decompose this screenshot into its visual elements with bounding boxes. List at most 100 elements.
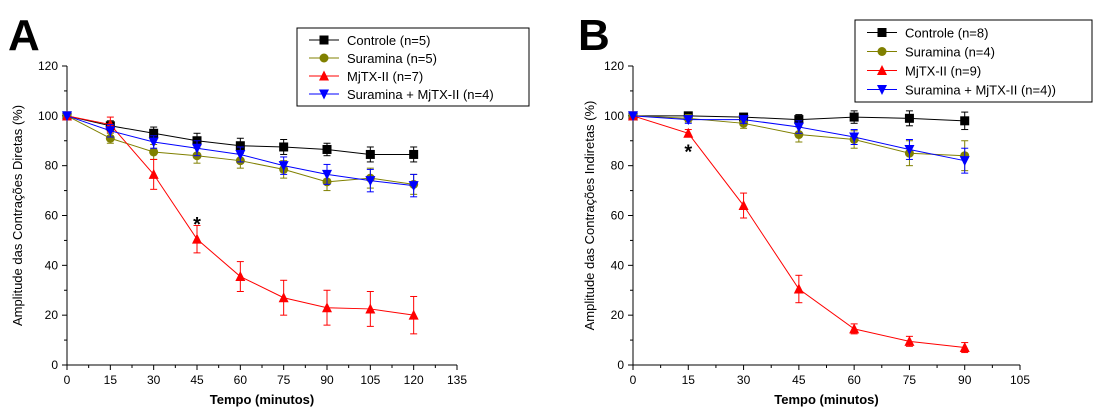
y-tick-label: 40 <box>45 258 59 272</box>
data-point <box>235 271 246 282</box>
legend-marker <box>319 53 329 63</box>
x-tick-label: 135 <box>447 373 467 387</box>
y-tick-label: 120 <box>604 59 624 73</box>
y-tick-label: 20 <box>611 308 625 322</box>
data-point <box>408 309 419 320</box>
data-point <box>235 149 246 160</box>
legend-label: MjTX-II (n=7) <box>347 69 423 84</box>
legend-marker <box>877 47 887 56</box>
legend-marker <box>319 70 329 81</box>
data-point <box>235 141 245 151</box>
series-3 <box>62 111 419 198</box>
y-tick-label: 100 <box>38 109 58 123</box>
data-point <box>794 115 804 125</box>
y-tick-label: 120 <box>38 59 58 73</box>
x-tick-label: 105 <box>360 373 380 387</box>
legend-box <box>296 27 530 107</box>
legend-marker <box>877 85 887 95</box>
legend-marker <box>877 28 887 37</box>
legend-label: Suramina (n=4) <box>905 45 995 60</box>
data-point <box>794 130 804 140</box>
data-point <box>959 342 970 353</box>
data-point <box>149 147 159 157</box>
data-point <box>148 168 159 179</box>
data-point <box>278 161 289 172</box>
x-tick-label: 30 <box>147 373 161 387</box>
x-tick-label: 0 <box>64 373 71 387</box>
data-point <box>192 233 202 244</box>
data-point <box>322 302 332 313</box>
y-tick-label: 60 <box>611 209 625 223</box>
data-point <box>849 323 860 334</box>
data-point <box>409 149 419 159</box>
data-point <box>849 112 859 122</box>
x-axis-title: Tempo (minutos) <box>774 392 878 407</box>
data-point <box>322 144 332 154</box>
data-point <box>904 335 915 346</box>
x-tick-label: 90 <box>958 373 972 387</box>
data-point <box>365 303 376 314</box>
y-tick-label: 80 <box>45 159 59 173</box>
data-point <box>738 200 749 211</box>
x-tick-label: 30 <box>737 373 751 387</box>
data-point <box>322 169 332 180</box>
y-axis-title: Amplitude das Contrações Indiretas (%) <box>582 101 597 331</box>
x-tick-label: 90 <box>320 373 334 387</box>
legend-label: MjTX-II (n=9) <box>905 64 981 79</box>
panel-A: A 0 15 30 45 60 75 90 105 120 135 0 20 40 60 80 100 120 Te… <box>8 11 530 407</box>
legend-label: Controle (n=5) <box>347 33 430 48</box>
data-point <box>738 115 749 126</box>
data-point <box>408 181 419 192</box>
legend: Controle (n=5) Suramina (n=5) MjTX-II (n=7… <box>296 27 530 107</box>
data-point <box>278 292 289 303</box>
x-axis-title: Tempo (minutos) <box>210 392 314 407</box>
data-point <box>959 156 970 167</box>
data-point <box>365 176 376 187</box>
x-tick-label: 45 <box>792 373 806 387</box>
data-point <box>849 132 860 143</box>
x-tick-label: 60 <box>234 373 248 387</box>
data-point <box>105 133 115 143</box>
significance-annotation: * <box>193 214 201 236</box>
x-tick-label: 15 <box>104 373 118 387</box>
series-2 <box>628 110 970 354</box>
data-point <box>793 283 804 294</box>
data-point <box>904 144 915 155</box>
data-point <box>793 122 804 133</box>
data-point <box>148 137 159 148</box>
legend-label: Suramina + MjTX-II (n=4) <box>347 87 494 102</box>
y-tick-label: 0 <box>617 358 624 372</box>
data-point <box>62 111 72 122</box>
data-point <box>279 142 289 152</box>
panel-letter: A <box>8 11 40 60</box>
x-tick-label: 45 <box>190 373 204 387</box>
x-tick-label: 0 <box>630 373 637 387</box>
x-tick-label: 15 <box>682 373 696 387</box>
data-point <box>628 111 638 122</box>
x-tick-label: 60 <box>847 373 861 387</box>
series-3 <box>628 111 970 174</box>
legend: Controle (n=8) Suramina (n=4) MjTX-II (n=9… <box>854 19 1093 103</box>
x-tick-label: 75 <box>903 373 917 387</box>
x-tick-label: 120 <box>404 373 424 387</box>
legend-box <box>854 19 1093 103</box>
y-axis-title: Amplitude das Contrações Diretas (%) <box>10 105 25 326</box>
y-tick-label: 80 <box>611 159 625 173</box>
legend-label: Suramina (n=5) <box>347 51 437 66</box>
legend-label: Controle (n=8) <box>905 26 988 41</box>
y-tick-label: 40 <box>611 258 625 272</box>
data-point <box>365 149 375 159</box>
legend-label: Suramina + MjTX-II (n=4)) <box>905 83 1056 98</box>
panel-letter: B <box>578 11 610 60</box>
data-point <box>149 128 159 138</box>
y-tick-label: 0 <box>51 358 58 372</box>
legend-marker <box>319 89 329 100</box>
data-point <box>105 126 116 137</box>
data-point <box>683 115 694 126</box>
y-tick-label: 60 <box>45 209 59 223</box>
data-point <box>683 127 694 138</box>
data-point <box>960 116 970 126</box>
legend-marker <box>319 35 329 45</box>
y-tick-label: 20 <box>45 308 59 322</box>
